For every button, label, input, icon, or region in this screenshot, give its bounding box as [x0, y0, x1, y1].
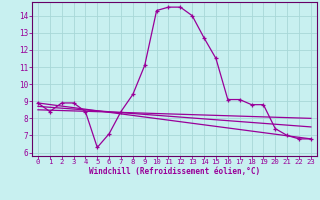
X-axis label: Windchill (Refroidissement éolien,°C): Windchill (Refroidissement éolien,°C)	[89, 167, 260, 176]
